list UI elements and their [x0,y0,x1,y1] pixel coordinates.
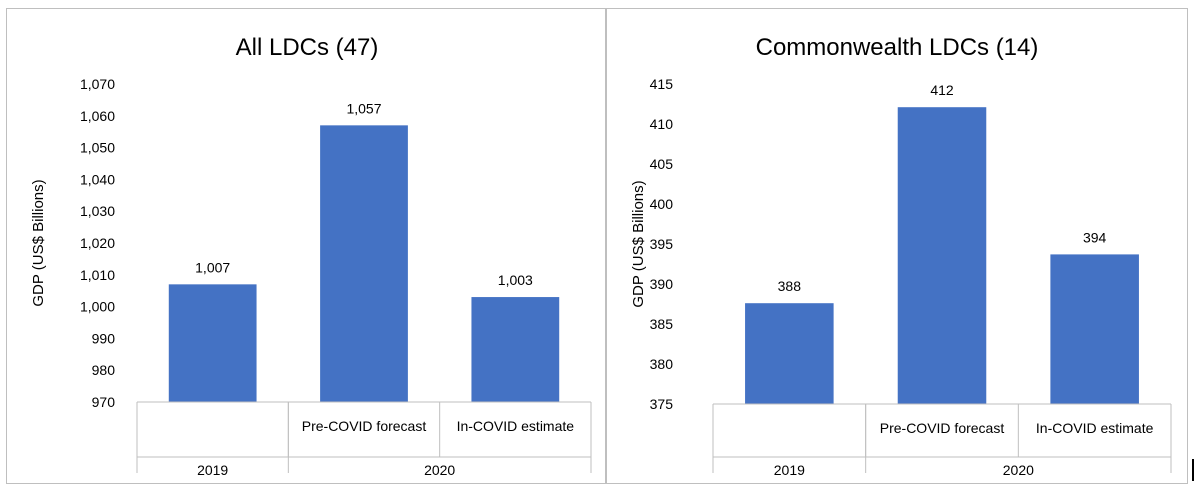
y-tick-label: 980 [92,362,116,378]
x-group-label: 2019 [197,462,228,478]
bar [897,107,987,404]
chart-commonwealth-ldcs: Commonwealth LDCs (14) GDP (US$ Billions)… [630,34,1172,478]
y-tick-label: 970 [92,394,116,410]
y-tick-label: 1,030 [80,203,115,219]
chart-all-ldcs: All LDCs (47) GDP (US$ Billions) 970 980 990… [30,34,592,478]
y-tick-label: 1,050 [80,140,115,156]
bar [1050,254,1139,404]
data-label: 388 [778,278,802,294]
y-tick-label: 1,070 [80,76,115,92]
bar [320,125,408,402]
chart-panel-all-ldcs: All LDCs (47) GDP (US$ Billions) 970 980 990… [6,8,606,484]
data-label: 394 [1083,229,1107,245]
data-label: 1,003 [498,272,533,288]
y-tick-label: 1,060 [80,108,115,124]
y-tick-label: 400 [650,196,674,212]
y-tick-label: 990 [92,330,116,346]
y-axis-label: GDP (US$ Billions) [630,180,647,307]
y-tick-label: 380 [650,356,674,372]
bar [471,297,560,402]
x-group-label: 2019 [774,462,805,478]
data-label: 1,057 [346,100,381,116]
y-tick-label: 1,010 [80,267,115,283]
x-group-label: 2020 [1003,462,1034,478]
bar [168,284,257,402]
y-tick-label: 410 [650,116,674,132]
y-axis-label: GDP (US$ Billions) [30,179,47,306]
text-cursor [1192,459,1194,481]
y-tick-label: 375 [650,396,674,412]
x-tick-label: In-COVID estimate [457,418,575,434]
bar [745,303,834,404]
y-tick-label: 395 [650,236,674,252]
x-tick-label: Pre-COVID forecast [302,418,427,434]
chart-title: All LDCs (47) [236,34,379,61]
y-tick-label: 1,040 [80,171,115,187]
y-tick-label: 1,020 [80,235,115,251]
y-tick-label: 390 [650,276,674,292]
y-tick-label: 415 [650,76,674,92]
chart-panel-commonwealth-ldcs: Commonwealth LDCs (14) GDP (US$ Billions)… [606,8,1188,484]
y-tick-label: 405 [650,156,674,172]
x-tick-label: In-COVID estimate [1036,420,1154,436]
x-tick-label: Pre-COVID forecast [880,420,1005,436]
data-label: 412 [930,82,954,98]
data-label: 1,007 [195,259,230,275]
chart-title: Commonwealth LDCs (14) [756,34,1039,61]
y-tick-label: 1,000 [80,299,115,315]
x-group-label: 2020 [424,462,455,478]
y-tick-label: 385 [650,316,674,332]
